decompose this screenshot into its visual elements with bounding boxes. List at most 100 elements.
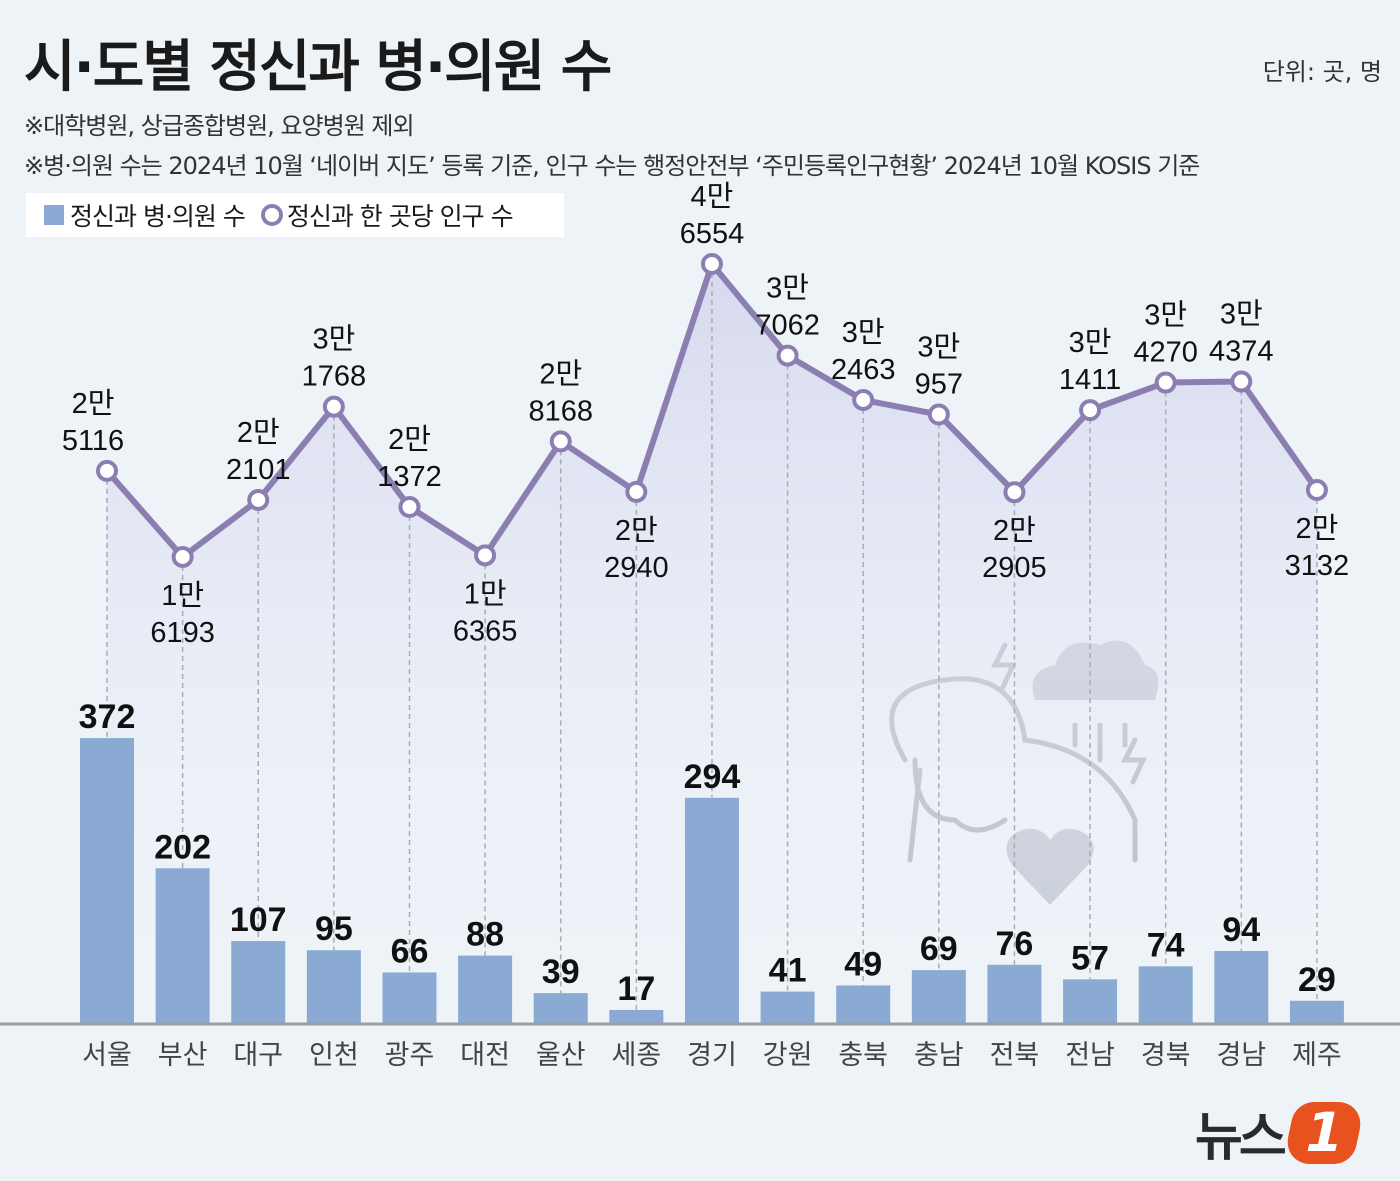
legend-bar-label: 정신과 병·의원 수 bbox=[70, 202, 246, 231]
line-value-label: 2463 bbox=[831, 354, 896, 386]
bar-value-label: 17 bbox=[617, 970, 655, 1008]
category-label: 울산 bbox=[536, 1040, 586, 1071]
line-value-label: 1만 bbox=[464, 578, 507, 610]
category-label: 경남 bbox=[1216, 1040, 1266, 1071]
legend-line-label: 정신과 한 곳당 인구 수 bbox=[286, 202, 514, 231]
line-value-label: 3만 bbox=[1069, 327, 1112, 359]
category-label: 전남 bbox=[1065, 1040, 1115, 1071]
bar-서울 bbox=[80, 738, 134, 1023]
line-value-label: 2만 bbox=[1296, 513, 1339, 545]
line-value-label: 3만 bbox=[917, 332, 960, 364]
bar-충북 bbox=[836, 985, 891, 1023]
category-label: 전북 bbox=[990, 1040, 1040, 1071]
logo-mark: 1 bbox=[1282, 1101, 1366, 1164]
line-value-label: 1372 bbox=[377, 461, 442, 493]
line-point bbox=[700, 253, 723, 275]
category-label: 부산 bbox=[158, 1040, 208, 1071]
legend: 정신과 병·의원 수 정신과 한 곳당 인구 수 bbox=[26, 193, 564, 237]
line-point bbox=[322, 395, 345, 418]
line-value-label: 6193 bbox=[150, 617, 215, 649]
bar-value-label: 29 bbox=[1298, 961, 1336, 999]
bar-value-label: 95 bbox=[315, 910, 353, 948]
line-value-label: 3만 bbox=[312, 324, 355, 356]
bar-세종 bbox=[609, 1009, 664, 1023]
line-value-label: 3만 bbox=[1220, 299, 1263, 331]
line-point bbox=[247, 488, 270, 511]
category-label: 광주 bbox=[385, 1040, 435, 1071]
line-point bbox=[1003, 481, 1026, 504]
bar-인천 bbox=[306, 950, 361, 1023]
line-point bbox=[1154, 371, 1177, 394]
legend-bar-swatch bbox=[44, 205, 64, 225]
line-value-label: 4만 bbox=[691, 181, 734, 213]
line-value-label: 3만 bbox=[766, 273, 809, 305]
bar-value-label: 88 bbox=[466, 916, 504, 954]
bar-value-label: 74 bbox=[1147, 926, 1185, 964]
bar-대구 bbox=[231, 941, 286, 1023]
bar-전남 bbox=[1063, 979, 1118, 1023]
category-label: 인천 bbox=[309, 1040, 359, 1071]
line-value-label: 2만 bbox=[237, 417, 280, 449]
bar-value-label: 57 bbox=[1071, 939, 1109, 977]
bar-대전 bbox=[458, 955, 513, 1023]
bar-value-label: 69 bbox=[920, 930, 958, 968]
bar-value-label: 76 bbox=[996, 925, 1034, 963]
line-point bbox=[1230, 370, 1253, 393]
bar-부산 bbox=[155, 868, 210, 1023]
bar-경남 bbox=[1214, 950, 1269, 1023]
category-label: 서울 bbox=[82, 1040, 132, 1071]
line-value-label: 1411 bbox=[1059, 364, 1121, 396]
category-label: 경기 bbox=[687, 1040, 737, 1071]
line-point bbox=[398, 496, 421, 519]
line-value-label: 3만 bbox=[1144, 300, 1187, 332]
line-value-label: 957 bbox=[915, 369, 963, 401]
bar-value-label: 294 bbox=[684, 758, 741, 796]
line-point bbox=[927, 403, 950, 426]
category-label: 제주 bbox=[1292, 1040, 1342, 1071]
bar-value-label: 39 bbox=[542, 953, 580, 991]
unit-label: 단위: 곳, 명 bbox=[1262, 58, 1382, 86]
line-value-label: 2만 bbox=[72, 388, 115, 420]
line-value-label: 2만 bbox=[615, 515, 658, 547]
line-value-label: 6365 bbox=[453, 615, 518, 647]
bar-제주 bbox=[1289, 1000, 1344, 1023]
category-label: 충북 bbox=[838, 1040, 888, 1071]
line-value-label: 4374 bbox=[1209, 336, 1274, 368]
line-value-label: 3만 bbox=[842, 317, 885, 349]
bar-value-label: 202 bbox=[154, 828, 211, 866]
line-value-label: 7062 bbox=[755, 310, 820, 342]
category-label: 충남 bbox=[914, 1040, 964, 1071]
line-point bbox=[549, 430, 572, 453]
line-point bbox=[171, 545, 194, 568]
logo-text: 뉴스 bbox=[1195, 1108, 1287, 1168]
line-value-label: 6554 bbox=[680, 218, 745, 250]
line-value-label: 1768 bbox=[302, 361, 367, 393]
bar-value-label: 94 bbox=[1222, 911, 1260, 949]
bar-울산 bbox=[533, 993, 588, 1023]
bar-value-label: 372 bbox=[79, 698, 136, 736]
line-point bbox=[96, 459, 118, 482]
bar-강원 bbox=[760, 991, 815, 1023]
bar-전북 bbox=[987, 964, 1042, 1023]
bar-충남 bbox=[911, 970, 966, 1023]
note-2: ※병·의원 수는 2024년 10월 ‘네이버 지도’ 등록 기준, 인구 수는… bbox=[24, 152, 1200, 180]
category-label: 대전 bbox=[460, 1040, 510, 1071]
line-value-label: 3132 bbox=[1285, 550, 1350, 582]
line-value-label: 5116 bbox=[62, 425, 124, 457]
line-value-label: 2101 bbox=[226, 454, 291, 486]
news1-logo: 뉴스 1 bbox=[1195, 1095, 1366, 1170]
line-point bbox=[1079, 399, 1102, 422]
line-value-label: 1만 bbox=[161, 580, 204, 612]
bar-value-label: 66 bbox=[391, 932, 429, 970]
line-value-label: 8168 bbox=[528, 395, 593, 427]
category-label: 세종 bbox=[611, 1040, 661, 1071]
line-value-label: 2만 bbox=[993, 515, 1036, 547]
line-value-label: 2905 bbox=[982, 552, 1047, 584]
category-label: 대구 bbox=[233, 1040, 283, 1071]
bar-value-label: 107 bbox=[230, 901, 287, 939]
line-point bbox=[1305, 479, 1328, 502]
line-point bbox=[776, 344, 799, 367]
bar-광주 bbox=[382, 972, 437, 1023]
category-label: 강원 bbox=[763, 1040, 813, 1071]
